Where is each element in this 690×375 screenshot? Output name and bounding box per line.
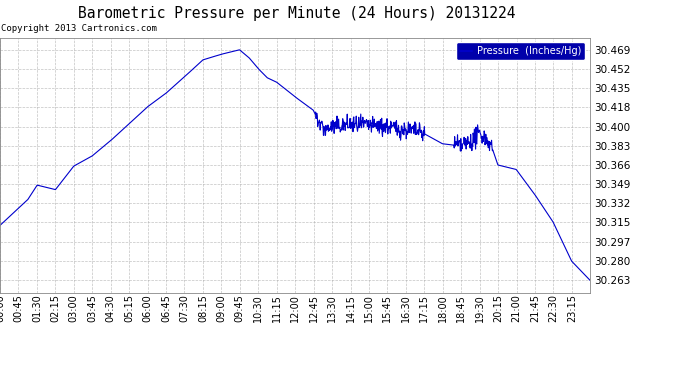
- Legend: Pressure  (Inches/Hg): Pressure (Inches/Hg): [456, 42, 585, 60]
- Text: Barometric Pressure per Minute (24 Hours) 20131224: Barometric Pressure per Minute (24 Hours…: [78, 6, 515, 21]
- Text: Copyright 2013 Cartronics.com: Copyright 2013 Cartronics.com: [1, 24, 157, 33]
